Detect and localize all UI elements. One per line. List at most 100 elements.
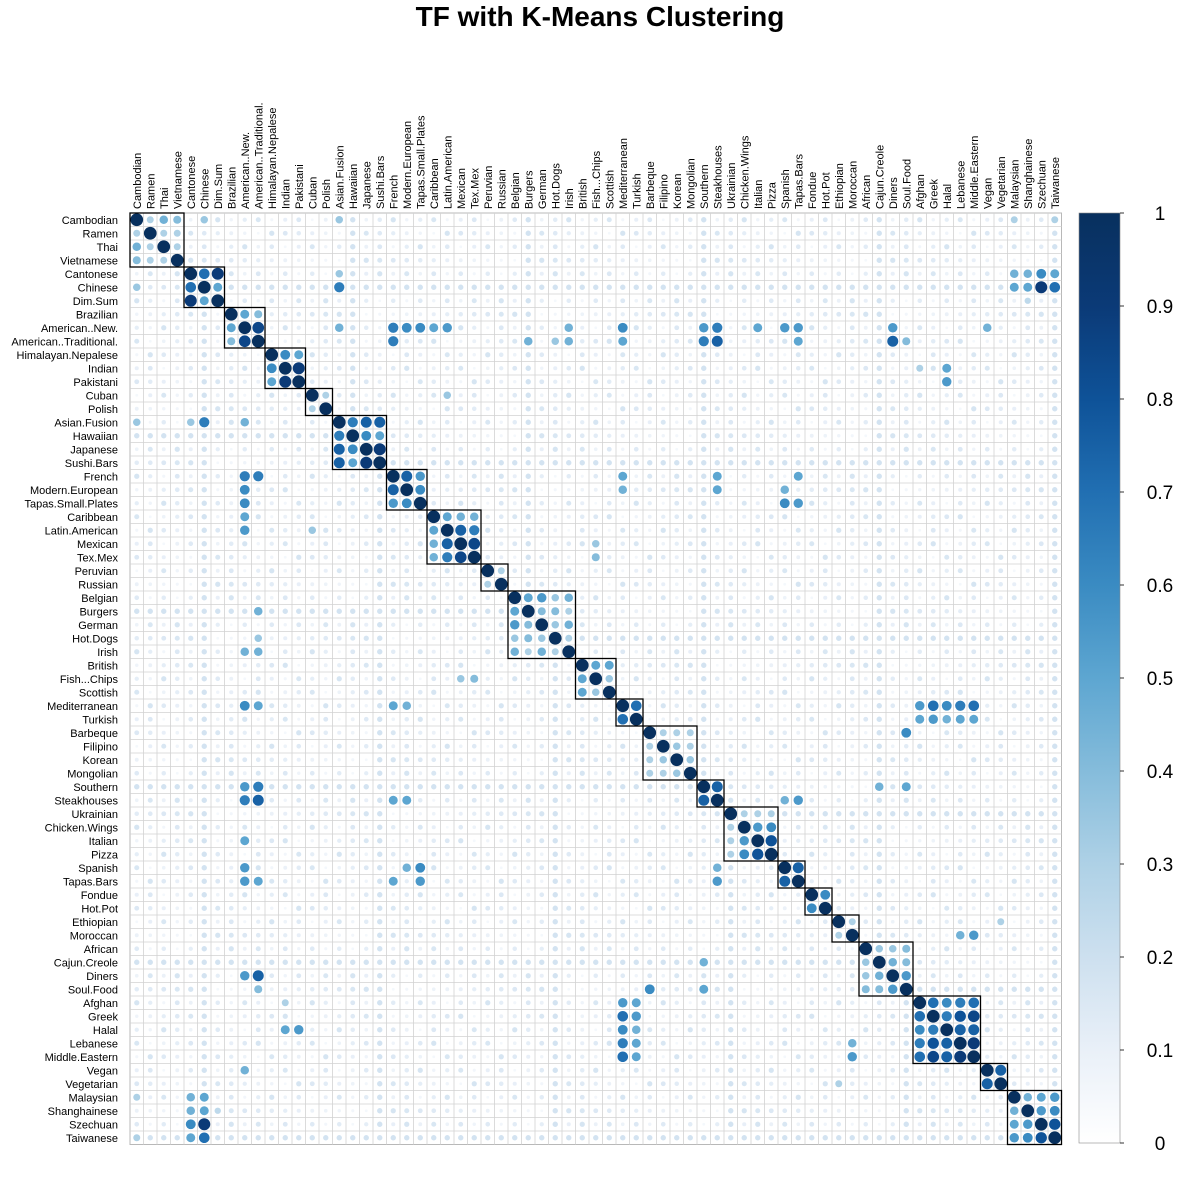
matrix-cell-dot [499, 1014, 504, 1019]
matrix-cell-dot [161, 1054, 167, 1060]
matrix-cell-dot [377, 757, 383, 763]
matrix-cell-dot [400, 483, 414, 497]
matrix-cell-dot [945, 501, 949, 505]
matrix-cell-dot [621, 690, 625, 694]
matrix-cell-dot [1025, 1068, 1030, 1073]
matrix-cell-dot [377, 770, 383, 776]
matrix-cell-dot [917, 392, 923, 398]
matrix-cell-dot [458, 365, 464, 371]
matrix-cell-dot [755, 1081, 761, 1087]
matrix-cell-dot [715, 1109, 719, 1113]
matrix-cell-dot [1025, 1040, 1031, 1046]
matrix-cell-dot [674, 366, 679, 371]
matrix-cell-dot [985, 947, 989, 951]
matrix-cell-dot [864, 258, 868, 262]
matrix-cell-dot [458, 1095, 463, 1100]
matrix-cell-dot [779, 498, 790, 509]
matrix-cell-dot [593, 757, 599, 763]
matrix-cell-dot [498, 878, 504, 884]
matrix-cell-dot [809, 1108, 814, 1113]
matrix-cell-dot [875, 944, 884, 953]
matrix-cell-dot [994, 1077, 1008, 1091]
matrix-cell-dot [633, 284, 639, 290]
matrix-cell-dot [985, 649, 990, 654]
matrix-cell-dot [674, 635, 680, 641]
matrix-cell-dot [1026, 245, 1030, 249]
matrix-cell-dot [849, 662, 855, 668]
matrix-cell-dot [904, 906, 909, 911]
matrix-cell-dot [458, 298, 463, 303]
matrix-cell-dot [607, 1014, 612, 1019]
matrix-cell-dot [175, 352, 180, 357]
matrix-cell-dot [175, 933, 179, 937]
matrix-cell-dot [540, 488, 544, 492]
matrix-cell-dot [553, 514, 558, 519]
matrix-cell-dot [917, 217, 923, 223]
matrix-cell-dot [512, 798, 517, 803]
cluster-box [331, 414, 388, 471]
matrix-cell-dot [863, 420, 868, 425]
matrix-cell-dot [309, 1040, 315, 1046]
matrix-cell-dot [243, 852, 247, 856]
matrix-cell-dot [1052, 622, 1058, 628]
matrix-cell-dot [1012, 366, 1017, 371]
matrix-cell-dot [525, 986, 531, 992]
matrix-cell-dot [551, 593, 560, 602]
matrix-cell-dot [823, 325, 828, 330]
matrix-cell-dot [863, 298, 868, 303]
matrix-cell-dot [606, 325, 612, 331]
matrix-cell-dot [526, 865, 531, 870]
matrix-cell-dot [823, 353, 827, 357]
matrix-cell-dot [201, 757, 207, 763]
row-label: Korean [83, 755, 118, 767]
matrix-cell-dot [863, 528, 868, 533]
matrix-cell-dot [161, 460, 167, 466]
matrix-cell-dot [661, 1095, 665, 1099]
matrix-cell-dot [443, 391, 452, 400]
matrix-cell-dot [485, 366, 490, 371]
matrix-cell-dot [971, 1122, 976, 1127]
matrix-cell-dot [201, 851, 207, 857]
matrix-cell-dot [1039, 447, 1044, 452]
matrix-cell-dot [579, 1121, 585, 1127]
matrix-cell-dot [148, 852, 152, 856]
matrix-cell-dot [958, 906, 963, 911]
matrix-cell-dot [336, 703, 342, 709]
matrix-cell-dot [567, 812, 571, 816]
matrix-cell-dot [809, 784, 814, 789]
matrix-cell-dot [323, 825, 328, 830]
matrix-cell-dot [296, 1000, 301, 1005]
matrix-cell-dot [471, 973, 477, 979]
matrix-cell-dot [607, 650, 611, 654]
matrix-cell-dot [702, 920, 706, 924]
matrix-cell-dot [323, 487, 328, 492]
matrix-cell-dot [292, 362, 305, 375]
matrix-cell-dot [971, 676, 976, 681]
matrix-cell-dot [498, 973, 504, 979]
matrix-cell-dot [498, 784, 504, 790]
matrix-cell-dot [756, 744, 760, 748]
matrix-cell-dot [472, 501, 477, 506]
matrix-cell-dot [711, 335, 723, 347]
matrix-cell-dot [161, 838, 166, 843]
matrix-cell-dot [242, 1040, 248, 1046]
matrix-cell-dot [782, 919, 787, 924]
matrix-cell-dot [876, 892, 882, 898]
matrix-cell-dot [1039, 298, 1044, 303]
matrix-cell-dot [796, 852, 801, 857]
matrix-cell-dot [539, 581, 545, 587]
matrix-cell-dot [458, 892, 464, 898]
matrix-cell-dot [701, 392, 707, 398]
matrix-cell-dot [390, 365, 396, 371]
matrix-cell-dot [782, 446, 788, 452]
matrix-cell-dot [309, 514, 315, 520]
matrix-cell-dot [417, 298, 423, 304]
matrix-cell-dot [310, 704, 314, 708]
matrix-cell-dot [242, 406, 248, 412]
matrix-cell-dot [485, 865, 491, 871]
matrix-cell-dot [823, 447, 827, 451]
matrix-cell-dot [674, 1054, 680, 1060]
matrix-cell-dot [282, 271, 288, 277]
matrix-cell-dot [742, 406, 747, 411]
matrix-cell-dot [822, 959, 828, 965]
